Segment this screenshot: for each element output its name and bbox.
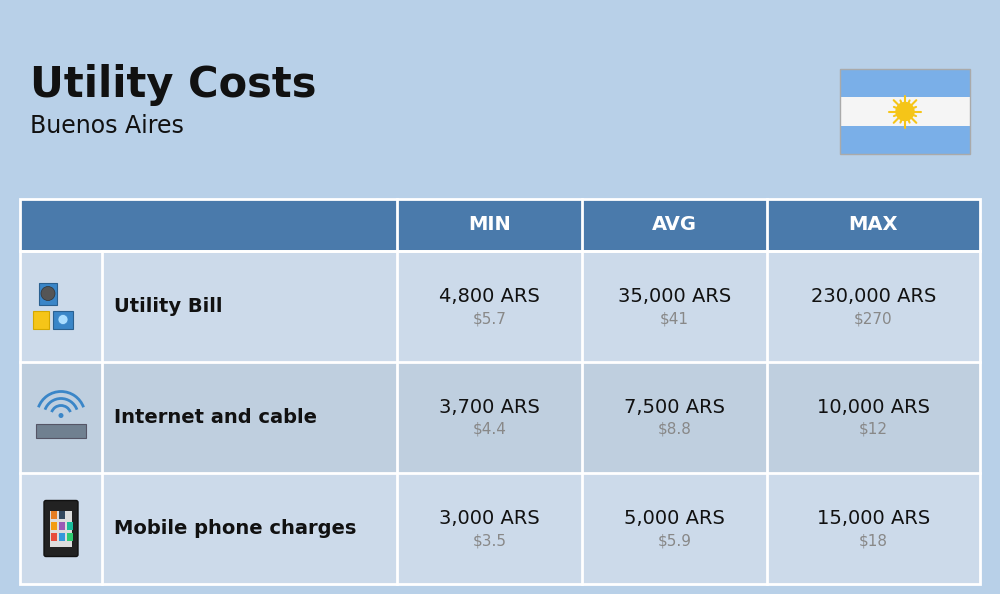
Bar (840, 69, 970, 97)
Text: 15,000 ARS: 15,000 ARS (817, 509, 930, 528)
Text: $18: $18 (859, 533, 888, 548)
Bar (20, 362, 980, 473)
Text: $270: $270 (854, 311, 893, 326)
Circle shape (41, 286, 55, 301)
Text: 4,800 ARS: 4,800 ARS (439, 287, 540, 306)
Text: 10,000 ARS: 10,000 ARS (817, 398, 930, 417)
Text: AVG: AVG (652, 216, 697, 235)
Bar (53, 311, 73, 328)
Text: Buenos Aires: Buenos Aires (30, 114, 184, 138)
Text: 35,000 ARS: 35,000 ARS (618, 287, 731, 306)
Bar (67, 522, 73, 529)
Text: 3,700 ARS: 3,700 ARS (439, 398, 540, 417)
Text: Utility Bill: Utility Bill (114, 297, 222, 316)
Text: $8.8: $8.8 (658, 422, 691, 437)
Bar (59, 522, 65, 529)
Circle shape (58, 413, 64, 418)
Circle shape (58, 314, 68, 324)
Text: 3,000 ARS: 3,000 ARS (439, 509, 540, 528)
Bar (50, 510, 72, 546)
Text: Internet and cable: Internet and cable (114, 408, 317, 427)
Bar (840, 69, 970, 154)
Text: Mobile phone charges: Mobile phone charges (114, 519, 356, 538)
Bar (20, 199, 980, 251)
Bar (840, 126, 970, 154)
Text: $5.7: $5.7 (473, 311, 506, 326)
Text: $5.9: $5.9 (658, 533, 692, 548)
Bar (59, 532, 65, 541)
Text: 230,000 ARS: 230,000 ARS (811, 287, 936, 306)
Text: $12: $12 (859, 422, 888, 437)
Bar (20, 199, 980, 584)
Bar (840, 97, 970, 126)
Text: Utility Costs: Utility Costs (30, 64, 316, 106)
Text: MIN: MIN (468, 216, 511, 235)
Text: 5,000 ARS: 5,000 ARS (624, 509, 725, 528)
Text: $3.5: $3.5 (473, 533, 507, 548)
Bar (20, 473, 980, 584)
Bar (51, 522, 57, 529)
Bar (59, 510, 65, 519)
Text: $41: $41 (660, 311, 689, 326)
Text: $4.4: $4.4 (473, 422, 506, 437)
Bar (36, 424, 86, 438)
Text: MAX: MAX (849, 216, 898, 235)
Bar (51, 532, 57, 541)
Bar (20, 251, 980, 362)
FancyBboxPatch shape (44, 501, 78, 557)
Bar (39, 283, 57, 305)
Text: 7,500 ARS: 7,500 ARS (624, 398, 725, 417)
Circle shape (896, 103, 914, 121)
Bar (51, 510, 57, 519)
Bar (33, 311, 49, 328)
Bar (67, 532, 73, 541)
